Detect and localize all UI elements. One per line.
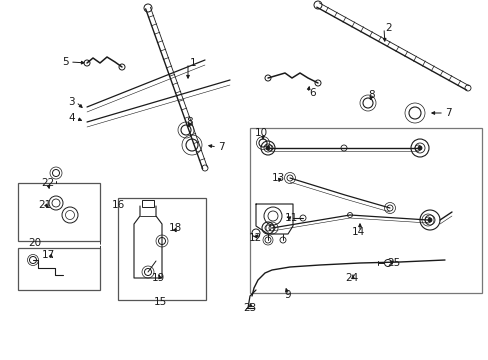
- Text: 21: 21: [38, 200, 51, 210]
- Bar: [18, 183, 100, 241]
- Text: 14: 14: [351, 227, 365, 237]
- Text: 1: 1: [189, 58, 196, 68]
- Bar: [142, 200, 154, 207]
- Text: 12: 12: [248, 233, 261, 243]
- Text: 3: 3: [68, 97, 75, 107]
- Text: 6: 6: [309, 88, 315, 98]
- Text: 8: 8: [186, 117, 193, 127]
- Text: 17: 17: [42, 250, 55, 260]
- Text: 23: 23: [243, 303, 256, 313]
- Circle shape: [417, 146, 421, 150]
- Text: 24: 24: [345, 273, 358, 283]
- Bar: [18, 248, 100, 290]
- Text: 15: 15: [153, 297, 166, 307]
- Circle shape: [265, 146, 269, 150]
- Text: 5: 5: [62, 57, 68, 67]
- Text: 13: 13: [271, 173, 285, 183]
- Text: 7: 7: [445, 108, 451, 118]
- Bar: [118, 198, 205, 300]
- Text: 25: 25: [386, 258, 399, 268]
- Text: 7: 7: [218, 142, 224, 152]
- Text: 18: 18: [168, 223, 182, 233]
- Text: 19: 19: [152, 273, 165, 283]
- Text: 4: 4: [68, 113, 75, 123]
- Text: 16: 16: [111, 200, 124, 210]
- Text: 2: 2: [385, 23, 391, 33]
- Text: 22: 22: [41, 178, 55, 188]
- Bar: [249, 128, 481, 293]
- Text: 20: 20: [28, 238, 41, 248]
- Text: 8: 8: [368, 90, 375, 100]
- Text: 9: 9: [284, 290, 291, 300]
- Text: 11: 11: [284, 213, 297, 223]
- Text: 10: 10: [254, 128, 267, 138]
- Circle shape: [427, 218, 431, 222]
